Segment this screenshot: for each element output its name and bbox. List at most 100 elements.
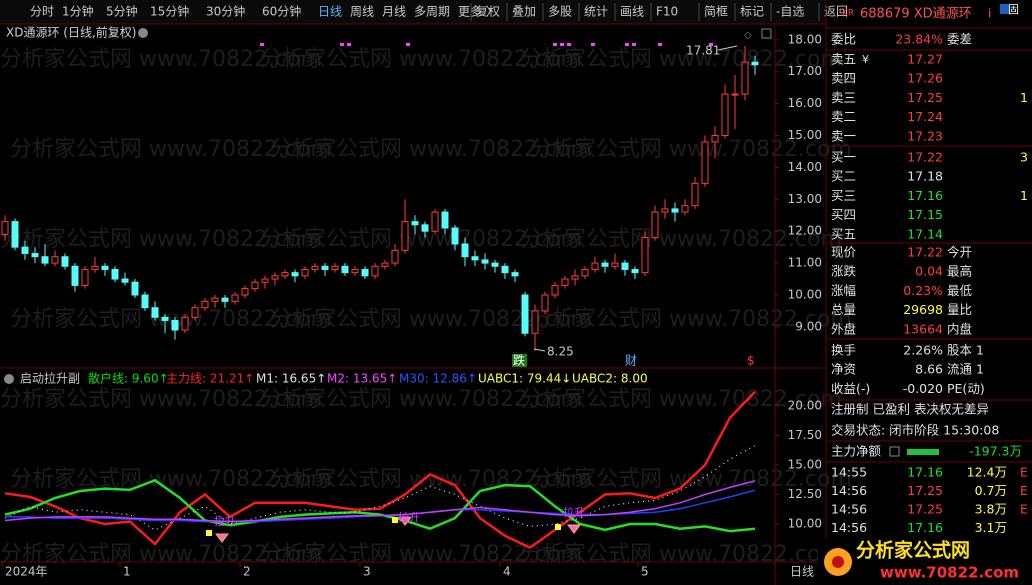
window-icon[interactable]: [761, 28, 772, 39]
indicator-line: [4, 480, 756, 523]
marker-box: [512, 354, 527, 367]
candle-body: [351, 268, 359, 274]
candle-body: [151, 307, 159, 318]
tool-button[interactable]: 统计: [584, 5, 608, 19]
candle-body: [481, 259, 489, 264]
y-tick-label: 15.00: [788, 457, 822, 471]
low-label: 8.25: [547, 345, 574, 359]
period-tab[interactable]: 周线: [350, 5, 374, 19]
trade-time: 14:55: [831, 465, 867, 480]
candle-body: [461, 243, 469, 258]
event-marker[interactable]: $: [747, 354, 755, 368]
flow-label: 主力净额: [831, 444, 882, 459]
quote-label: 卖四: [831, 71, 856, 86]
indicator-legend: M2: 13.65↑: [327, 372, 397, 386]
trade-flag: E: [1020, 483, 1028, 498]
trade-price: 17.25: [907, 483, 943, 498]
toolbar: [0, 0, 826, 24]
watermark: 分析家公式网 www.70822.com: [0, 542, 322, 567]
period-tab[interactable]: 日线: [318, 5, 342, 19]
tool-button[interactable]: 叠加: [512, 5, 536, 19]
x-tick-label: 1: [123, 565, 131, 579]
x-tick-label: 2024年: [5, 565, 48, 579]
trade-time: 14:56: [831, 520, 867, 535]
tool-button[interactable]: -自选: [776, 5, 804, 19]
watermark: 分析家公式网 www.70822.com: [0, 47, 322, 72]
signal-square: [206, 530, 212, 536]
candle-body: [331, 265, 339, 270]
tool-button[interactable]: 多股: [548, 5, 572, 19]
watermark: 分析家公式网 www.70822.com: [530, 137, 852, 162]
trade-time: 14:56: [831, 483, 867, 498]
trade-flag: E: [1020, 465, 1028, 480]
candle-body: [81, 268, 89, 286]
period-tab[interactable]: 5分钟: [106, 4, 138, 19]
y-tick-label: 12.50: [788, 487, 822, 501]
trade-price: 17.16: [907, 520, 943, 535]
candle-body: [211, 297, 219, 302]
indicator-legend: M30: 12.86↑: [399, 372, 477, 386]
quote-label: 流通 1: [947, 362, 984, 377]
y-tick-label: 10.00: [788, 287, 822, 301]
y-tick-label: 12.00: [788, 224, 822, 238]
quote-label: 涨幅: [831, 283, 856, 298]
trade-volume: 3.1万: [975, 520, 1007, 535]
candle-body: [41, 256, 49, 264]
period-tab[interactable]: 月线: [382, 5, 406, 19]
signal-dot: [347, 43, 351, 46]
candle-body: [121, 278, 129, 283]
watermark: 分析家公式网 www.70822.com: [530, 307, 852, 332]
quote-label: 买二: [831, 169, 856, 184]
info-icon[interactable]: i: [988, 7, 991, 21]
period-tab[interactable]: 1分钟: [62, 4, 94, 19]
tool-button[interactable]: 返回: [824, 5, 848, 19]
candle-body: [201, 300, 209, 309]
quote-value: 2.26%: [903, 343, 943, 358]
candle-body: [31, 253, 39, 258]
quote-value: 0.04: [915, 264, 943, 279]
period-tab[interactable]: 15分钟: [150, 4, 189, 19]
candle-body: [621, 262, 629, 270]
event-marker[interactable]: 跌: [513, 353, 525, 368]
candle-body: [511, 272, 519, 277]
period-tab[interactable]: 更多 〉: [458, 5, 498, 19]
event-marker[interactable]: 财: [625, 354, 637, 368]
candle-body: [531, 310, 539, 334]
candle-body: [611, 262, 619, 267]
tool-button[interactable]: 画线: [620, 5, 644, 19]
candle-body: [391, 249, 399, 264]
flow-value: -197.3万: [969, 444, 1022, 459]
indicator-menu[interactable]: [4, 374, 14, 384]
y-tick-label: 20.00: [788, 398, 822, 412]
quote-label: 买四: [831, 207, 856, 222]
quote-label: 股本 1: [947, 343, 984, 358]
title-menu[interactable]: [138, 28, 148, 38]
tool-button[interactable]: 复权: [476, 5, 500, 19]
candle-body: [111, 268, 119, 280]
candle-body: [381, 262, 389, 267]
candle-body: [741, 61, 749, 95]
period-tab[interactable]: 60分钟: [262, 4, 301, 19]
stock-tags: 注册制 已盈利 表决权无差异: [831, 402, 989, 417]
tool-button[interactable]: 标记: [740, 5, 764, 19]
quote-value: 17.18: [907, 169, 943, 184]
quote-label: 收益(-): [831, 381, 870, 396]
period-tab[interactable]: 分时: [30, 5, 54, 19]
logo-url: www.70822.com: [880, 564, 1019, 582]
period-tab[interactable]: 30分钟: [206, 4, 245, 19]
tool-button[interactable]: F10: [656, 5, 678, 19]
candle-body: [61, 256, 69, 267]
indicator-legend: UABC2: 8.00: [572, 372, 648, 386]
y-tick-label: 16.00: [788, 96, 822, 110]
candle-body: [131, 281, 139, 296]
candle-body: [681, 205, 689, 213]
tool-button[interactable]: 简框: [704, 5, 728, 19]
candle-body: [661, 208, 669, 213]
signal-diamond: [567, 524, 581, 534]
period-tab[interactable]: 多周期: [414, 5, 450, 19]
trade-time: 14:56: [831, 502, 867, 517]
logo-name: 分析家公式网: [856, 539, 970, 562]
indicator-line: [4, 390, 756, 550]
quote-label: 卖五: [831, 52, 856, 67]
